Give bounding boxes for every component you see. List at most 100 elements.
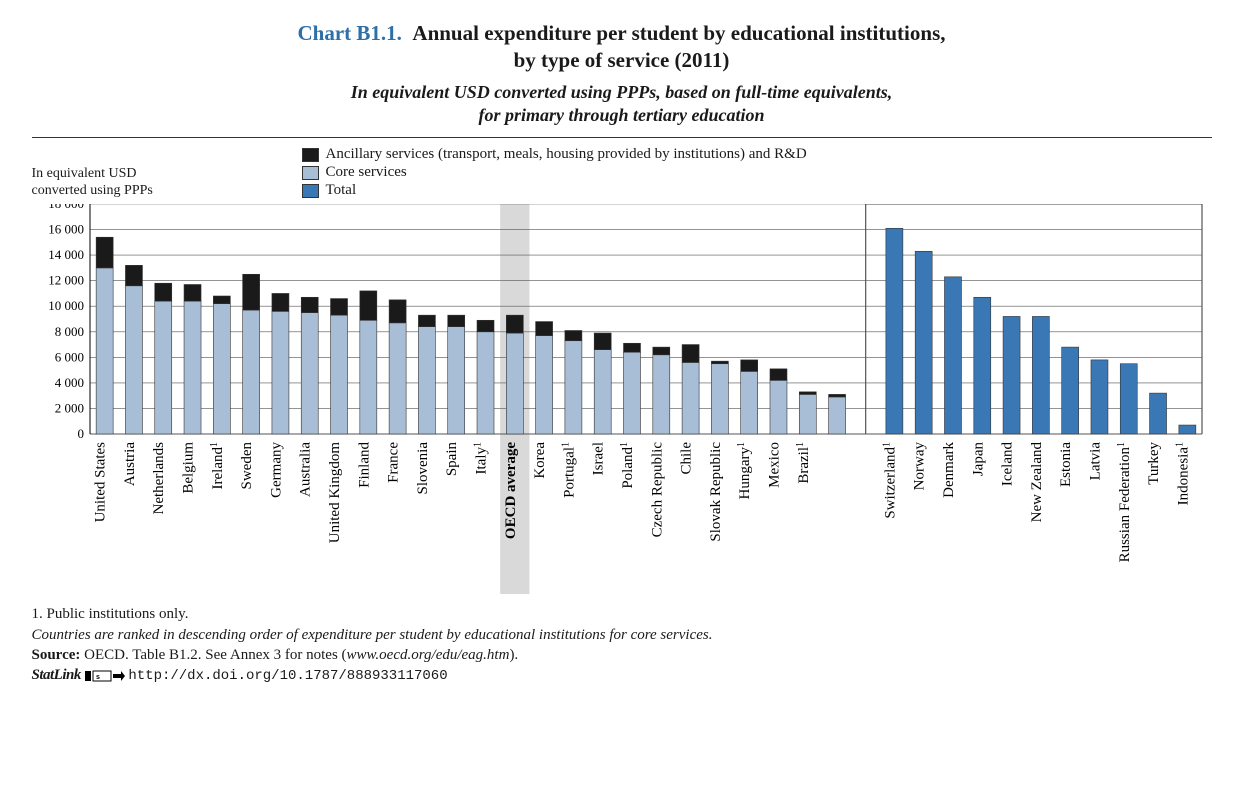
bar-core [154,301,171,434]
x-label: Korea [532,442,548,479]
x-label-group: Slovenia [414,442,430,495]
bar-core [594,350,611,434]
bar-ancillary [506,316,523,334]
legend: Ancillary services (transport, meals, ho… [182,146,807,200]
bar-core [359,321,376,435]
bar-ancillary [535,322,552,336]
x-label: Russian Federation1 [1115,442,1133,562]
bar-core [682,363,699,435]
chart-subtitle: In equivalent USD converted using PPPs, … [32,81,1212,128]
x-label-group: Australia [297,442,313,497]
x-label-group: New Zealand [1028,442,1044,523]
bar-ancillary [769,369,786,381]
plot-area: 02 0004 0006 0008 00010 00012 00014 0001… [32,204,1212,594]
x-label-group: Chile [678,442,694,475]
footnote-rank: Countries are ranked in descending order… [32,625,1212,645]
bar-core [301,313,318,434]
bar-core [769,381,786,435]
legend-label-total: Total [326,182,357,199]
x-label: Norway [911,442,927,491]
legend-item-core: Core services [302,164,807,181]
y-tick-label: 18 000 [48,204,84,211]
divider-rule [32,137,1212,138]
bar-ancillary [125,266,142,286]
x-label: Ireland1 [208,442,226,489]
bar-ancillary [271,294,288,312]
bar-total [1003,317,1020,435]
x-label-group: Austria [121,442,137,487]
statlink-url[interactable]: http://dx.doi.org/10.1787/888933117060 [128,668,447,684]
x-label-group: Sweden [239,442,255,490]
x-label: Portugal1 [559,442,577,498]
x-label-group: Italy1 [472,442,490,475]
x-label: Japan [970,442,986,477]
bar-total [915,252,932,435]
y-tick-label: 2 000 [54,401,83,416]
x-label-group: France [385,442,401,483]
x-label: Slovenia [414,442,430,495]
x-label: Latvia [1087,442,1103,481]
x-label-group: Turkey [1146,442,1162,485]
bar-core [389,323,406,434]
y-title-1: In equivalent USD [32,166,137,181]
footnote-source: Source: OECD. Table B1.2. See Annex 3 fo… [32,645,1212,665]
x-label: Poland1 [618,442,636,489]
x-label: United States [92,442,108,523]
bar-core [652,355,669,434]
bar-core [213,304,230,434]
bar-total [885,229,902,435]
bar-ancillary [447,316,464,328]
y-tick-label: 8 000 [54,324,83,339]
x-label: OECD average [502,442,518,539]
x-label: Sweden [239,442,255,490]
x-label-group: Japan [970,442,986,477]
x-label: Denmark [940,442,956,498]
x-label-group: Norway [911,442,927,491]
bar-core [418,327,435,434]
bar-core [799,395,816,435]
y-tick-label: 12 000 [48,273,84,288]
bar-core [564,341,581,434]
bar-core [447,327,464,434]
y-tick-label: 16 000 [48,222,84,237]
bar-ancillary [242,275,259,311]
x-label: Spain [444,442,460,477]
bar-ancillary [828,395,845,398]
statlink-label: StatLink [32,667,81,683]
legend-label-ancillary: Ancillary services (transport, meals, ho… [326,146,807,163]
x-label-group: OECD average [502,442,518,539]
footnote-1: 1. Public institutions only. [32,604,1212,624]
x-label-group: Poland1 [618,442,636,489]
x-label: Brazil1 [794,442,812,484]
bar-ancillary [213,296,230,304]
bar-core [271,312,288,435]
bar-core [96,268,113,434]
x-label: Australia [297,442,313,497]
swatch-total [302,184,319,198]
source-text: OECD. Table B1.2. See Annex 3 for notes … [80,647,346,663]
x-label: Belgium [180,442,196,494]
bar-total [944,277,961,434]
x-label: Mexico [766,442,782,488]
chart-number: Chart B1.1. [297,21,401,45]
subtitle-text-2: for primary through tertiary education [478,105,764,125]
x-label-group: Latvia [1087,442,1103,481]
title-text-1: Annual expenditure per student by educat… [412,21,945,45]
bar-ancillary [389,300,406,323]
x-label: Indonesia1 [1173,442,1191,505]
x-label-group: Netherlands [151,442,167,515]
bar-ancillary [477,321,494,333]
chart-title: Chart B1.1. Annual expenditure per stude… [32,20,1212,47]
y-tick-label: 6 000 [54,350,83,365]
bar-total [973,298,990,435]
x-label: Germany [268,442,284,498]
x-label-group: Portugal1 [559,442,577,498]
source-close: ). [509,647,518,663]
x-label-group: Estonia [1058,442,1074,487]
swatch-ancillary [302,148,319,162]
bar-total [1178,425,1195,434]
bar-ancillary [799,392,816,395]
y-tick-label: 0 [77,426,84,441]
chart-container: Chart B1.1. Annual expenditure per stude… [32,20,1212,686]
legend-item-total: Total [302,182,807,199]
